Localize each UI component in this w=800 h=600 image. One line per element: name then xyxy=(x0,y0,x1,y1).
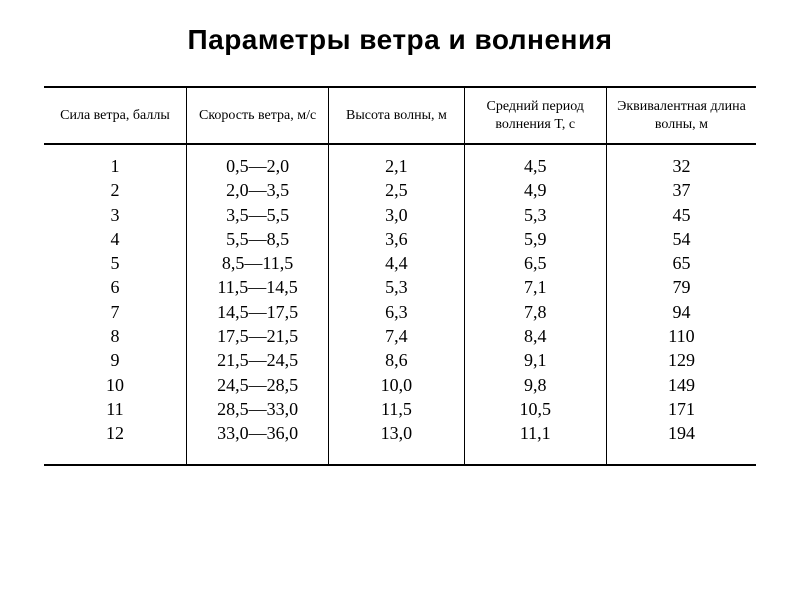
cell: 7,8 xyxy=(464,300,606,324)
cell: 79 xyxy=(606,275,756,299)
col-header-wavelength: Эквивалентная длина волны, м xyxy=(606,87,756,144)
cell: 3,6 xyxy=(329,227,464,251)
cell: 32 xyxy=(606,154,756,178)
table-row: 2 2,0—3,5 2,5 4,9 37 xyxy=(44,178,756,202)
table-row: 3 3,5—5,5 3,0 5,3 45 xyxy=(44,203,756,227)
cell: 5,9 xyxy=(464,227,606,251)
cell: 6,3 xyxy=(329,300,464,324)
cell: 33,0—36,0 xyxy=(186,421,328,464)
col-header-speed: Скорость ветра, м/с xyxy=(186,87,328,144)
cell: 65 xyxy=(606,251,756,275)
cell: 7 xyxy=(44,300,186,324)
wind-wave-table: Сила ветра, баллы Скорость ветра, м/с Вы… xyxy=(44,86,756,466)
cell: 11,1 xyxy=(464,421,606,464)
cell: 4,5 xyxy=(464,154,606,178)
cell: 110 xyxy=(606,324,756,348)
cell: 8 xyxy=(44,324,186,348)
table-header-row: Сила ветра, баллы Скорость ветра, м/с Вы… xyxy=(44,87,756,144)
page: Параметры ветра и волнения Сила ветра, б… xyxy=(0,0,800,600)
col-header-force: Сила ветра, баллы xyxy=(44,87,186,144)
cell: 171 xyxy=(606,397,756,421)
cell: 10 xyxy=(44,373,186,397)
cell: 54 xyxy=(606,227,756,251)
cell: 45 xyxy=(606,203,756,227)
cell: 4 xyxy=(44,227,186,251)
table-row: 11 28,5—33,0 11,5 10,5 171 xyxy=(44,397,756,421)
cell: 21,5—24,5 xyxy=(186,348,328,372)
cell: 37 xyxy=(606,178,756,202)
cell: 3,0 xyxy=(329,203,464,227)
cell: 9,8 xyxy=(464,373,606,397)
col-header-height: Высота волны, м xyxy=(329,87,464,144)
cell: 8,4 xyxy=(464,324,606,348)
cell: 6 xyxy=(44,275,186,299)
table-container: Сила ветра, баллы Скорость ветра, м/с Вы… xyxy=(44,86,756,466)
table-row: 4 5,5—8,5 3,6 5,9 54 xyxy=(44,227,756,251)
cell: 5,3 xyxy=(329,275,464,299)
table-row: 12 33,0—36,0 13,0 11,1 194 xyxy=(44,421,756,464)
col-header-period: Средний период волнения T, с xyxy=(464,87,606,144)
cell: 10,5 xyxy=(464,397,606,421)
cell: 0,5—2,0 xyxy=(186,154,328,178)
cell: 3 xyxy=(44,203,186,227)
table-row: 1 0,5—2,0 2,1 4,5 32 xyxy=(44,154,756,178)
cell: 94 xyxy=(606,300,756,324)
cell: 17,5—21,5 xyxy=(186,324,328,348)
cell: 5,5—8,5 xyxy=(186,227,328,251)
cell: 9,1 xyxy=(464,348,606,372)
cell: 4,4 xyxy=(329,251,464,275)
cell: 2,1 xyxy=(329,154,464,178)
table-row: 10 24,5—28,5 10,0 9,8 149 xyxy=(44,373,756,397)
table-row: 5 8,5—11,5 4,4 6,5 65 xyxy=(44,251,756,275)
cell: 11,5 xyxy=(329,397,464,421)
table-row: 6 11,5—14,5 5,3 7,1 79 xyxy=(44,275,756,299)
cell: 7,1 xyxy=(464,275,606,299)
cell: 28,5—33,0 xyxy=(186,397,328,421)
cell: 11,5—14,5 xyxy=(186,275,328,299)
cell: 6,5 xyxy=(464,251,606,275)
cell: 1 xyxy=(44,154,186,178)
cell: 8,6 xyxy=(329,348,464,372)
cell: 11 xyxy=(44,397,186,421)
cell: 194 xyxy=(606,421,756,464)
cell: 5 xyxy=(44,251,186,275)
cell: 9 xyxy=(44,348,186,372)
table-spacer xyxy=(44,144,756,154)
cell: 2,0—3,5 xyxy=(186,178,328,202)
table-body: 1 0,5—2,0 2,1 4,5 32 2 2,0—3,5 2,5 4,9 3… xyxy=(44,144,756,465)
cell: 7,4 xyxy=(329,324,464,348)
cell: 149 xyxy=(606,373,756,397)
cell: 14,5—17,5 xyxy=(186,300,328,324)
cell: 10,0 xyxy=(329,373,464,397)
cell: 5,3 xyxy=(464,203,606,227)
cell: 3,5—5,5 xyxy=(186,203,328,227)
cell: 2,5 xyxy=(329,178,464,202)
table-row: 7 14,5—17,5 6,3 7,8 94 xyxy=(44,300,756,324)
cell: 129 xyxy=(606,348,756,372)
table-row: 8 17,5—21,5 7,4 8,4 110 xyxy=(44,324,756,348)
cell: 24,5—28,5 xyxy=(186,373,328,397)
cell: 4,9 xyxy=(464,178,606,202)
page-title: Параметры ветра и волнения xyxy=(20,24,780,56)
table-row: 9 21,5—24,5 8,6 9,1 129 xyxy=(44,348,756,372)
cell: 13,0 xyxy=(329,421,464,464)
cell: 8,5—11,5 xyxy=(186,251,328,275)
cell: 12 xyxy=(44,421,186,464)
cell: 2 xyxy=(44,178,186,202)
